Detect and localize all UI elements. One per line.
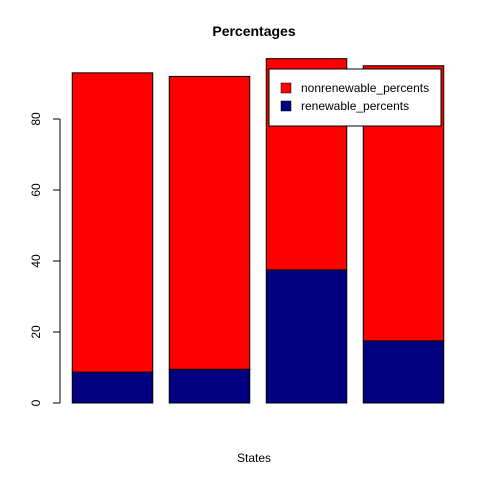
y-tick-label: 80 xyxy=(29,112,43,126)
legend: nonrenewable_percents renewable_percents xyxy=(268,68,442,127)
y-tick-label: 40 xyxy=(29,254,43,268)
x-axis-label: States xyxy=(237,451,271,465)
y-axis: 0 20 40 60 80 xyxy=(29,112,61,406)
y-tick-label: 20 xyxy=(29,325,43,339)
legend-label: renewable_percents xyxy=(301,99,409,113)
legend-label: nonrenewable_percents xyxy=(301,81,429,95)
bar-segment-nonrenewable-percents xyxy=(71,72,154,373)
y-tick-label: 0 xyxy=(29,399,43,406)
bar-segment-renewable-percents xyxy=(71,371,154,404)
legend-box xyxy=(268,68,442,127)
bar-segment-renewable-percents xyxy=(168,368,251,404)
legend-swatch xyxy=(280,82,292,94)
legend-swatch xyxy=(280,100,292,112)
chart-title: Percentages xyxy=(212,23,295,39)
bar-segment-renewable-percents xyxy=(265,269,348,404)
bar-segment-nonrenewable-percents xyxy=(168,75,251,370)
bar-segment-renewable-percents xyxy=(362,340,445,404)
y-tick-label: 60 xyxy=(29,183,43,197)
